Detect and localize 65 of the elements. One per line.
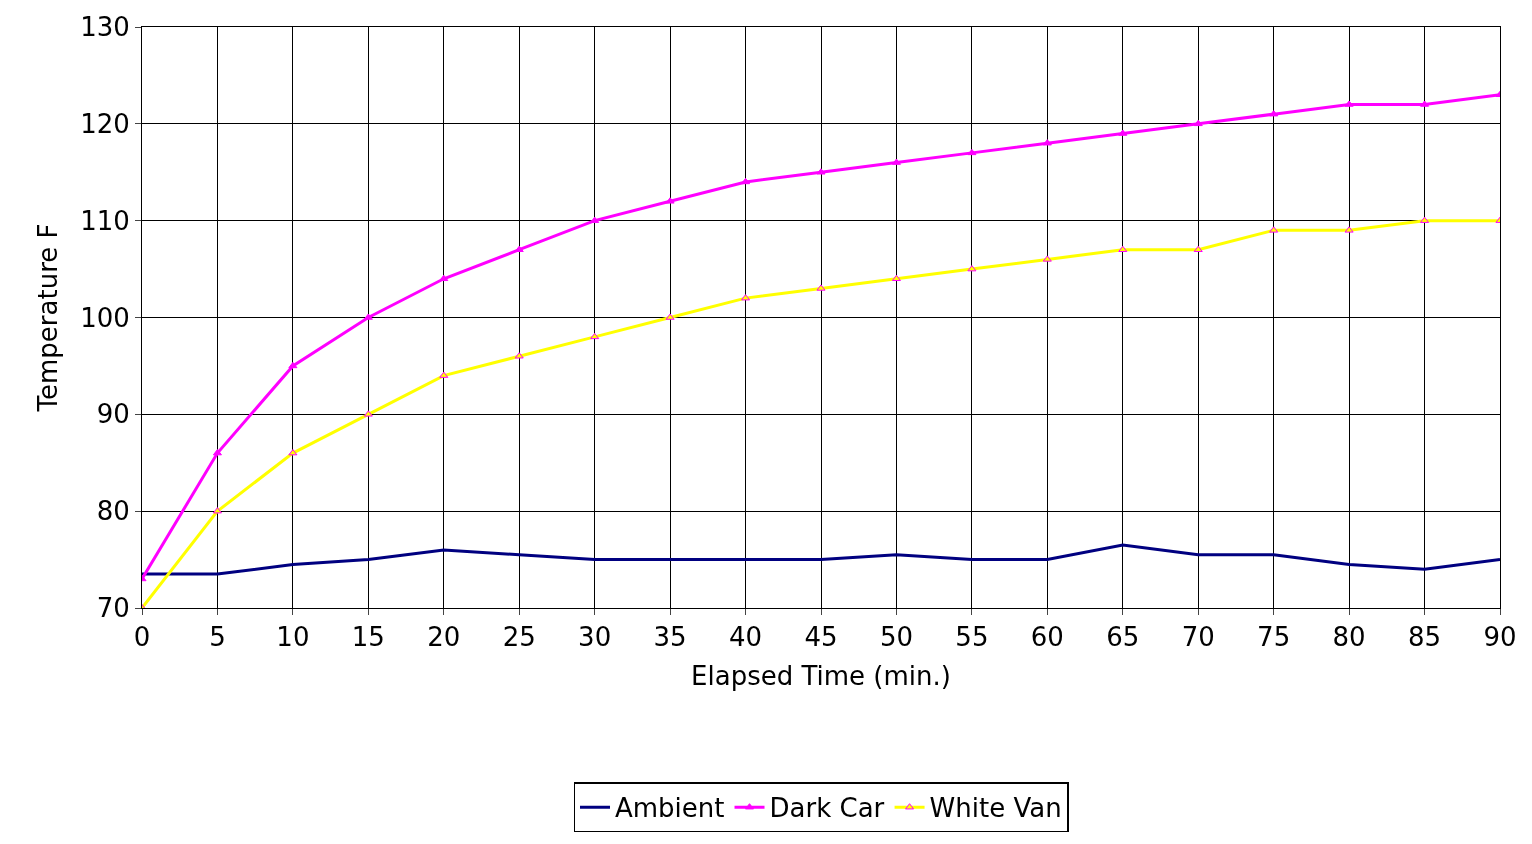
point: [1042, 139, 1052, 146]
point: [363, 313, 373, 320]
point: [363, 410, 373, 417]
point: [1193, 119, 1203, 127]
point: [212, 507, 222, 514]
x-tick-label: 75: [1257, 622, 1291, 653]
point: [665, 313, 675, 320]
x-tick-label: 15: [351, 622, 385, 653]
legend-label: Ambient: [615, 793, 725, 824]
x-axis-title: Elapsed Time (min.): [691, 660, 951, 691]
x-tick-label: 65: [1106, 622, 1140, 653]
point: [967, 265, 977, 272]
point: [967, 148, 977, 156]
x-tick-label: 25: [502, 622, 536, 653]
x-tick-label: 10: [276, 622, 310, 653]
x-tick-label: 55: [955, 622, 989, 653]
x-tick-label: 80: [1332, 622, 1366, 653]
point: [288, 449, 298, 456]
point: [1042, 255, 1052, 262]
point: [665, 197, 675, 204]
x-tick-label: 40: [729, 622, 763, 653]
point: [1344, 226, 1354, 233]
x-tick-label: 0: [133, 622, 151, 653]
x-tick-label: 30: [578, 622, 612, 653]
point: [212, 449, 222, 456]
x-tick-label: 85: [1408, 622, 1442, 653]
x-tick-label: 45: [804, 622, 838, 653]
y-tick-label: 130: [80, 12, 130, 43]
point: [590, 332, 600, 340]
point: [741, 294, 751, 301]
point: [741, 177, 751, 185]
y-tick-label: 120: [80, 108, 130, 139]
point: [439, 371, 449, 378]
point: [590, 216, 600, 223]
point: [1118, 129, 1128, 136]
point: [439, 274, 449, 282]
point: [816, 168, 826, 175]
x-tick-label: 35: [653, 622, 687, 653]
y-tick-label: 70: [96, 593, 130, 624]
x-tick-label: 90: [1483, 622, 1517, 653]
point: [1269, 226, 1279, 233]
point: [1269, 110, 1279, 117]
point: [891, 274, 901, 282]
point: [514, 352, 524, 359]
line-series: [142, 216, 1500, 608]
x-tick-label: 50: [879, 622, 913, 653]
y-tick-label: 110: [80, 205, 130, 236]
y-axis-title: Temperature F: [32, 223, 63, 413]
y-tick-label: 90: [96, 399, 130, 430]
point: [1193, 245, 1203, 252]
point: [1420, 100, 1430, 107]
y-tick-label: 100: [80, 302, 130, 333]
x-tick-label: 60: [1030, 622, 1064, 653]
point: [816, 284, 826, 291]
point: [1118, 245, 1128, 252]
point: [288, 361, 298, 369]
point: [1420, 216, 1430, 223]
point: [1344, 100, 1354, 107]
point: [891, 158, 901, 165]
y-tick-label: 80: [96, 496, 130, 527]
legend-label: Dark Car: [769, 793, 885, 824]
x-tick-label: 70: [1181, 622, 1215, 653]
x-tick-label: 20: [427, 622, 461, 653]
x-tick-label: 5: [209, 622, 226, 653]
legend-label: White Van: [929, 793, 1062, 824]
